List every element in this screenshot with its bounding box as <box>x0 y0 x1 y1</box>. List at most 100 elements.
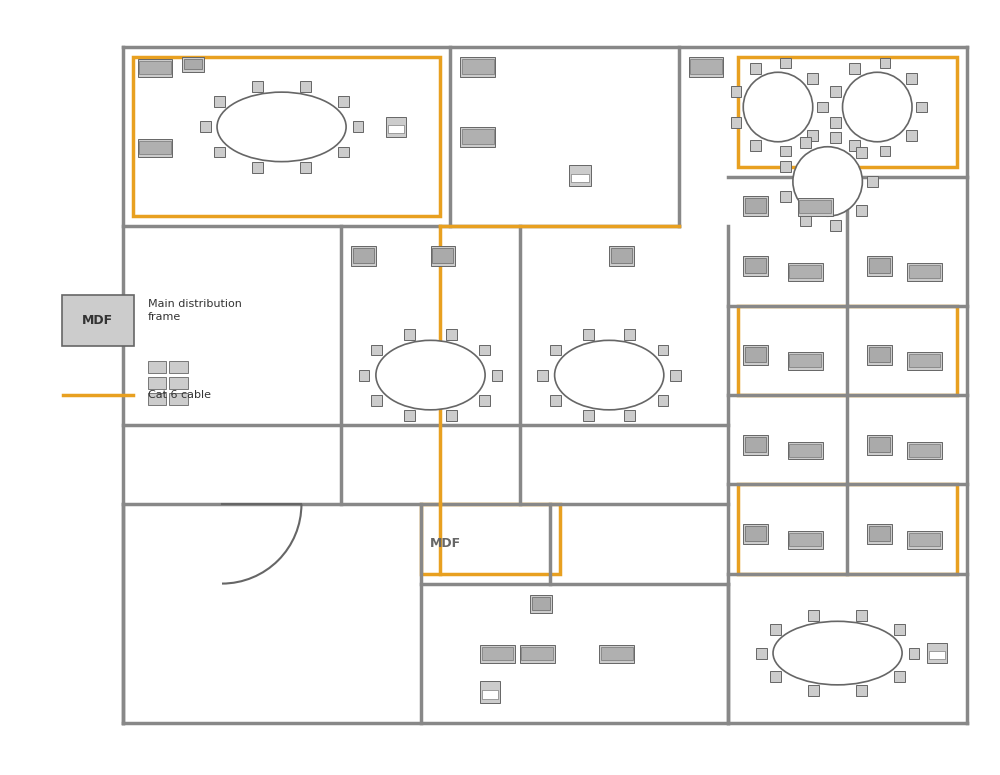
Bar <box>138 139 172 157</box>
Bar <box>780 57 791 68</box>
Bar <box>550 345 561 356</box>
Bar <box>139 61 171 74</box>
Bar <box>909 265 940 277</box>
Bar <box>139 141 171 153</box>
Bar <box>446 410 457 421</box>
Bar <box>808 685 819 696</box>
Bar <box>689 57 723 78</box>
Bar <box>869 258 890 273</box>
Bar <box>867 176 878 187</box>
Bar <box>738 305 957 395</box>
Bar <box>388 125 404 133</box>
Bar <box>624 329 635 340</box>
Circle shape <box>793 146 862 216</box>
Bar <box>138 60 172 78</box>
Bar <box>200 122 211 133</box>
Bar <box>731 86 741 97</box>
Bar <box>743 524 768 544</box>
Bar <box>480 645 515 663</box>
Bar <box>351 246 376 266</box>
Bar <box>148 361 166 373</box>
Bar <box>530 595 552 613</box>
Bar <box>462 129 494 143</box>
Bar <box>214 96 225 107</box>
Bar <box>909 648 919 659</box>
Bar <box>750 140 761 151</box>
Bar <box>338 96 349 107</box>
Bar <box>601 647 633 660</box>
Bar <box>169 393 188 405</box>
Bar <box>421 505 560 574</box>
Bar <box>830 86 841 97</box>
Bar <box>148 377 166 389</box>
Bar <box>867 435 892 454</box>
Bar <box>583 410 594 421</box>
Bar <box>446 329 457 340</box>
Bar <box>867 256 892 276</box>
Bar <box>745 526 766 541</box>
Bar <box>745 198 766 213</box>
Bar <box>745 347 766 362</box>
Circle shape <box>743 72 813 142</box>
Bar <box>907 353 942 370</box>
Ellipse shape <box>555 340 664 410</box>
Bar <box>133 57 440 216</box>
Bar <box>770 671 781 682</box>
Bar <box>479 394 490 405</box>
Bar <box>867 524 892 544</box>
Bar <box>780 191 791 202</box>
Bar <box>492 370 502 381</box>
Bar <box>300 162 311 173</box>
Bar <box>770 625 781 636</box>
Bar <box>521 647 553 660</box>
Bar <box>670 370 681 381</box>
Bar <box>849 63 860 74</box>
Bar <box>624 410 635 421</box>
Bar <box>867 346 892 365</box>
Bar <box>789 354 821 367</box>
Bar <box>880 57 890 68</box>
Bar <box>745 258 766 273</box>
Bar <box>353 122 363 133</box>
Bar <box>599 645 634 663</box>
Bar <box>520 645 555 663</box>
Bar <box>788 263 823 281</box>
Ellipse shape <box>376 340 485 410</box>
Bar <box>869 526 890 541</box>
Bar <box>909 533 940 546</box>
Bar <box>404 329 415 340</box>
Bar <box>480 681 500 703</box>
Bar <box>738 57 957 167</box>
Bar <box>909 354 940 367</box>
Bar <box>780 160 791 172</box>
Bar <box>869 436 890 452</box>
Bar <box>830 220 841 231</box>
Bar <box>532 598 550 611</box>
Bar <box>460 127 495 146</box>
Bar <box>571 174 589 182</box>
Bar <box>789 443 821 456</box>
Bar <box>894 625 905 636</box>
Bar <box>658 345 668 356</box>
Bar <box>386 117 406 137</box>
Bar <box>800 215 811 226</box>
Bar <box>338 146 349 157</box>
Bar <box>300 81 311 91</box>
Bar <box>184 60 202 69</box>
Bar <box>788 442 823 460</box>
Bar <box>743 256 768 276</box>
Bar <box>583 329 594 340</box>
Bar <box>799 201 831 213</box>
Bar <box>807 73 818 84</box>
Bar <box>148 393 166 405</box>
Bar <box>906 73 917 84</box>
Bar <box>807 130 818 141</box>
Bar <box>750 63 761 74</box>
Bar <box>611 248 632 263</box>
Bar <box>808 610 819 621</box>
Text: Cat 6 cable: Cat 6 cable <box>148 390 211 400</box>
Bar <box>745 436 766 452</box>
Circle shape <box>843 72 912 142</box>
Bar <box>869 347 890 362</box>
Bar <box>460 57 495 78</box>
